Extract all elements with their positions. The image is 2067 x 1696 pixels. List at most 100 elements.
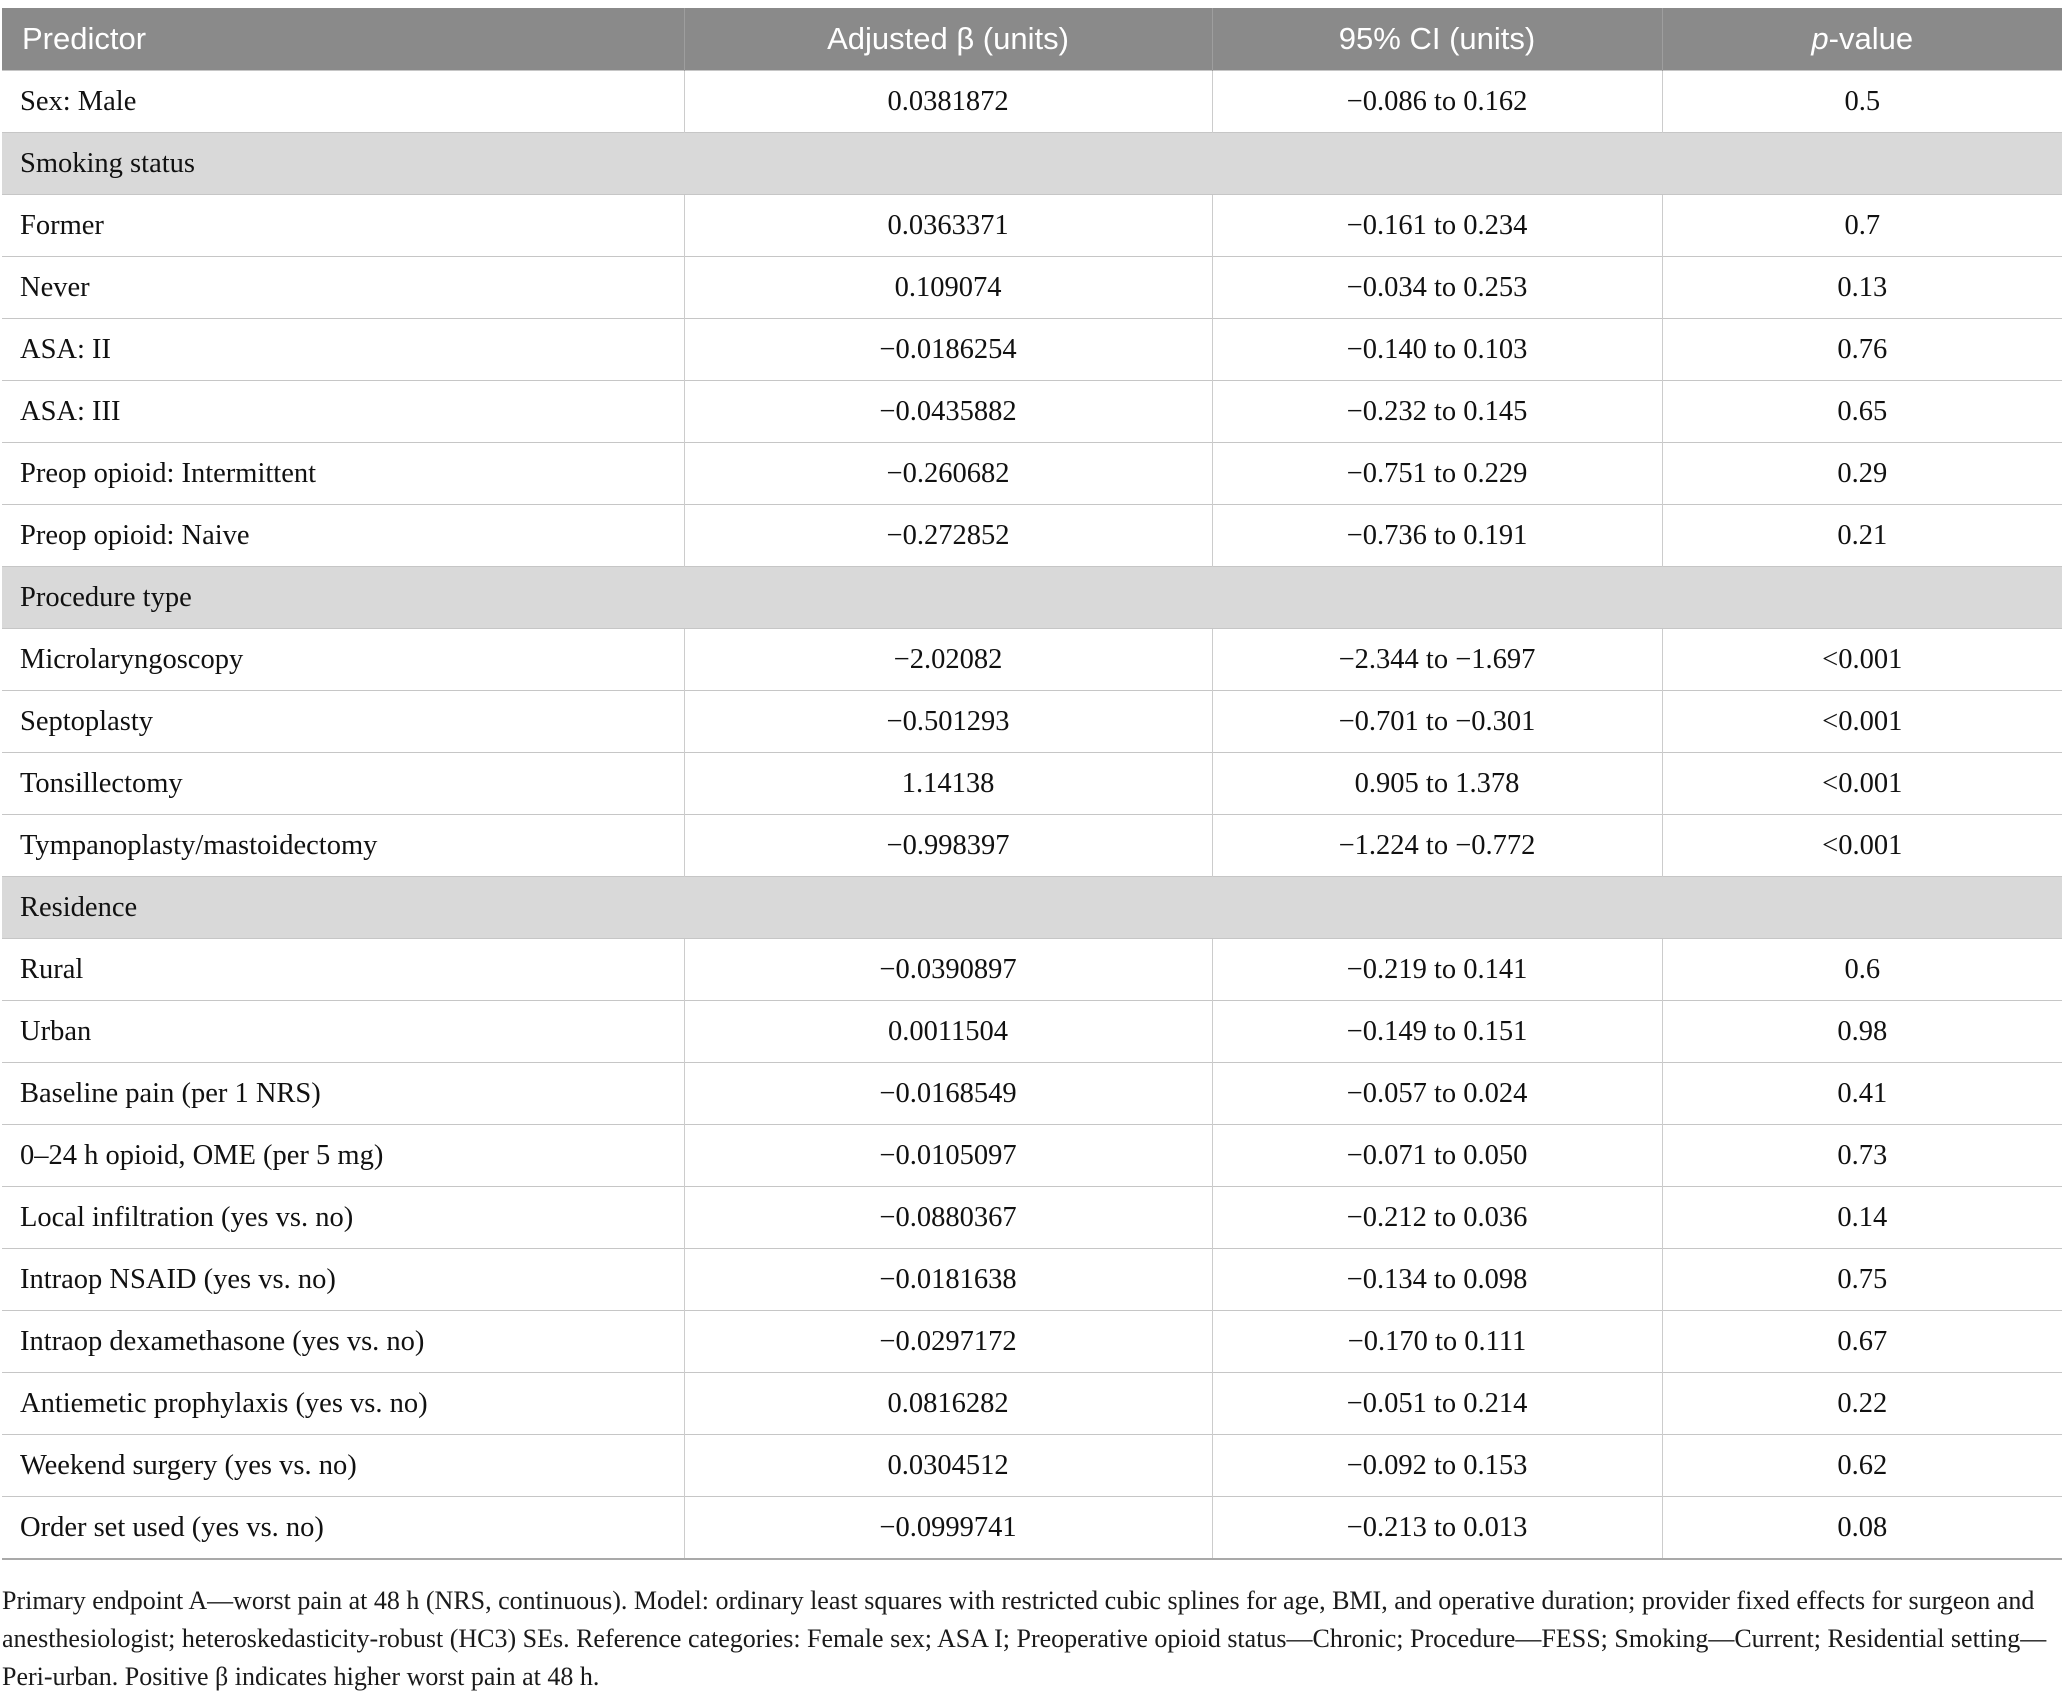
- section-row-label: Procedure type: [2, 566, 2062, 629]
- adjusted-beta-cell: −0.501293: [683, 690, 1212, 753]
- p-value-cell: 0.76: [1661, 318, 2062, 381]
- ci-cell: −0.751 to 0.229: [1211, 442, 1662, 505]
- p-value-cell: 0.65: [1661, 380, 2062, 443]
- adjusted-beta-cell: −0.0105097: [683, 1124, 1212, 1187]
- adjusted-beta-cell: −0.272852: [683, 504, 1212, 567]
- predictor-cell: Tympanoplasty/mastoidectomy: [2, 814, 684, 877]
- predictor-cell: Baseline pain (per 1 NRS): [2, 1062, 684, 1125]
- section-row-label: Residence: [2, 876, 2062, 939]
- predictor-cell: 0–24 h opioid, OME (per 5 mg): [2, 1124, 684, 1187]
- ci-cell: −0.034 to 0.253: [1211, 256, 1662, 319]
- p-value-cell: 0.21: [1661, 504, 2062, 567]
- predictor-cell: ASA: II: [2, 318, 684, 381]
- table-row: Former 0.0363371 −0.161 to 0.234 0.7: [2, 194, 2062, 257]
- adjusted-beta-cell: 0.0816282: [683, 1372, 1212, 1435]
- table-row: Sex: Male 0.0381872 −0.086 to 0.162 0.5: [2, 70, 2062, 133]
- adjusted-beta-cell: 0.109074: [683, 256, 1212, 319]
- ci-cell: −0.134 to 0.098: [1211, 1248, 1662, 1311]
- ci-cell: 0.905 to 1.378: [1211, 752, 1662, 815]
- table-row: Preop opioid: Naive −0.272852 −0.736 to 0.…: [2, 504, 2062, 567]
- predictor-cell: Former: [2, 194, 684, 257]
- column-header-p-value: p-value: [1661, 8, 2062, 71]
- p-value-cell: <0.001: [1661, 628, 2062, 691]
- p-value-cell: 0.22: [1661, 1372, 2062, 1435]
- predictor-cell: Never: [2, 256, 684, 319]
- predictor-cell: Weekend surgery (yes vs. no): [2, 1434, 684, 1497]
- section-row: Smoking status: [2, 132, 2062, 195]
- table-row: 0–24 h opioid, OME (per 5 mg) −0.0105097−…: [2, 1124, 2062, 1187]
- ci-cell: −0.701 to −0.301: [1211, 690, 1662, 753]
- ci-cell: −0.140 to 0.103: [1211, 318, 1662, 381]
- adjusted-beta-cell: 0.0381872: [683, 70, 1212, 133]
- table-row: Antiemetic prophylaxis (yes vs. no) 0.081…: [2, 1372, 2062, 1435]
- adjusted-beta-cell: −2.02082: [683, 628, 1212, 691]
- p-value-cell: 0.62: [1661, 1434, 2062, 1497]
- adjusted-beta-cell: −0.0297172: [683, 1310, 1212, 1373]
- table-row: Never 0.109074 −0.034 to 0.253 0.13: [2, 256, 2062, 319]
- predictor-cell: Local infiltration (yes vs. no): [2, 1186, 684, 1249]
- p-value-cell: 0.75: [1661, 1248, 2062, 1311]
- predictor-cell: Preop opioid: Naive: [2, 504, 684, 567]
- predictor-cell: Septoplasty: [2, 690, 684, 753]
- adjusted-beta-cell: −0.0181638: [683, 1248, 1212, 1311]
- adjusted-beta-cell: −0.0168549: [683, 1062, 1212, 1125]
- table-row: Preop opioid: Intermittent −0.260682 −0.75…: [2, 442, 2062, 505]
- section-row: Procedure type: [2, 566, 2062, 629]
- table-row: Tonsillectomy 1.14138 0.905 to 1.378 <0.001: [2, 752, 2062, 815]
- p-value-cell: <0.001: [1661, 690, 2062, 753]
- p-value-italic-p: p: [1811, 21, 1829, 56]
- predictor-cell: Sex: Male: [2, 70, 684, 133]
- adjusted-beta-cell: −0.0186254: [683, 318, 1212, 381]
- table-row: Baseline pain (per 1 NRS) −0.0168549 −0.05…: [2, 1062, 2062, 1125]
- ci-cell: −0.232 to 0.145: [1211, 380, 1662, 443]
- adjusted-beta-cell: −0.0435882: [683, 380, 1212, 443]
- predictor-cell: Rural: [2, 938, 684, 1001]
- p-value-cell: 0.7: [1661, 194, 2062, 257]
- table-row: Intraop NSAID (yes vs. no) −0.0181638 −0.1…: [2, 1248, 2062, 1311]
- table-row: Rural −0.0390897 −0.219 to 0.141 0.6: [2, 938, 2062, 1001]
- section-row-label: Smoking status: [2, 132, 2062, 195]
- predictor-cell: Tonsillectomy: [2, 752, 684, 815]
- adjusted-beta-cell: −0.998397: [683, 814, 1212, 877]
- column-header-95ci: 95% CI (units): [1211, 8, 1662, 71]
- table-row: Intraop dexamethasone (yes vs. no) −0.029…: [2, 1310, 2062, 1373]
- ci-cell: −0.161 to 0.234: [1211, 194, 1662, 257]
- ci-cell: −0.071 to 0.050: [1211, 1124, 1662, 1187]
- ci-cell: −0.149 to 0.151: [1211, 1000, 1662, 1063]
- column-header-adjusted-beta: Adjusted β (units): [683, 8, 1212, 71]
- table-row: Local infiltration (yes vs. no) −0.088036…: [2, 1186, 2062, 1249]
- adjusted-beta-cell: −0.0999741: [683, 1496, 1212, 1559]
- adjusted-beta-cell: −0.0880367: [683, 1186, 1212, 1249]
- p-value-cell: 0.5: [1661, 70, 2062, 133]
- p-value-cell: 0.13: [1661, 256, 2062, 319]
- p-value-cell: <0.001: [1661, 814, 2062, 877]
- adjusted-beta-cell: −0.0390897: [683, 938, 1212, 1001]
- p-value-cell: 0.14: [1661, 1186, 2062, 1249]
- p-value-cell: 0.6: [1661, 938, 2062, 1001]
- p-value-cell: 0.29: [1661, 442, 2062, 505]
- ci-cell: −1.224 to −0.772: [1211, 814, 1662, 877]
- table-header: Predictor Adjusted β (units) 95% CI (uni…: [2, 8, 2062, 71]
- ci-cell: −0.212 to 0.036: [1211, 1186, 1662, 1249]
- adjusted-beta-cell: 0.0011504: [683, 1000, 1212, 1063]
- adjusted-beta-cell: −0.260682: [683, 442, 1212, 505]
- predictor-cell: ASA: III: [2, 380, 684, 443]
- adjusted-beta-cell: 1.14138: [683, 752, 1212, 815]
- ci-cell: −0.219 to 0.141: [1211, 938, 1662, 1001]
- table-row: Urban 0.0011504 −0.149 to 0.151 0.98: [2, 1000, 2062, 1063]
- ci-cell: −0.092 to 0.153: [1211, 1434, 1662, 1497]
- p-value-cell: 0.08: [1661, 1496, 2062, 1559]
- section-row: Residence: [2, 876, 2062, 939]
- table-row: Order set used (yes vs. no) −0.0999741 −0.…: [2, 1496, 2062, 1559]
- predictor-cell: Microlaryngoscopy: [2, 628, 684, 691]
- table-row: Weekend surgery (yes vs. no) 0.0304512 −0.…: [2, 1434, 2062, 1497]
- adjusted-beta-cell: 0.0304512: [683, 1434, 1212, 1497]
- ci-cell: −0.086 to 0.162: [1211, 70, 1662, 133]
- ci-cell: −0.213 to 0.013: [1211, 1496, 1662, 1559]
- adjusted-beta-cell: 0.0363371: [683, 194, 1212, 257]
- table-row: ASA: II −0.0186254 −0.140 to 0.103 0.76: [2, 318, 2062, 381]
- table-row: Tympanoplasty/mastoidectomy −0.998397 −1.2…: [2, 814, 2062, 877]
- predictor-cell: Urban: [2, 1000, 684, 1063]
- table-row: Septoplasty −0.501293 −0.701 to −0.301 <0.0…: [2, 690, 2062, 753]
